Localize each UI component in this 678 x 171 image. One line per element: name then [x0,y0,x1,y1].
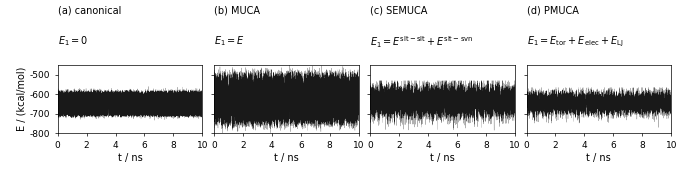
X-axis label: t / ns: t / ns [117,153,142,163]
X-axis label: t / ns: t / ns [586,153,612,163]
Text: $E_1 = E_{\mathrm{tor}}+E_{\mathrm{elec}}+E_{\mathrm{LJ}}$: $E_1 = E_{\mathrm{tor}}+E_{\mathrm{elec}… [527,34,623,49]
Text: (d) PMUCA: (d) PMUCA [527,5,578,15]
Text: $E_1 = 0$: $E_1 = 0$ [58,34,88,48]
Text: (a) canonical: (a) canonical [58,5,121,15]
Text: (c) SEMUCA: (c) SEMUCA [370,5,428,15]
X-axis label: t / ns: t / ns [274,153,298,163]
Text: $E_1 = E$: $E_1 = E$ [214,34,245,48]
Y-axis label: E / (kcal/mol): E / (kcal/mol) [17,67,26,131]
Text: $E_1 = E^{\mathrm{slt-slt}}+E^{\mathrm{slt-svn}}$: $E_1 = E^{\mathrm{slt-slt}}+E^{\mathrm{s… [370,34,474,50]
X-axis label: t / ns: t / ns [431,153,455,163]
Text: (b) MUCA: (b) MUCA [214,5,260,15]
